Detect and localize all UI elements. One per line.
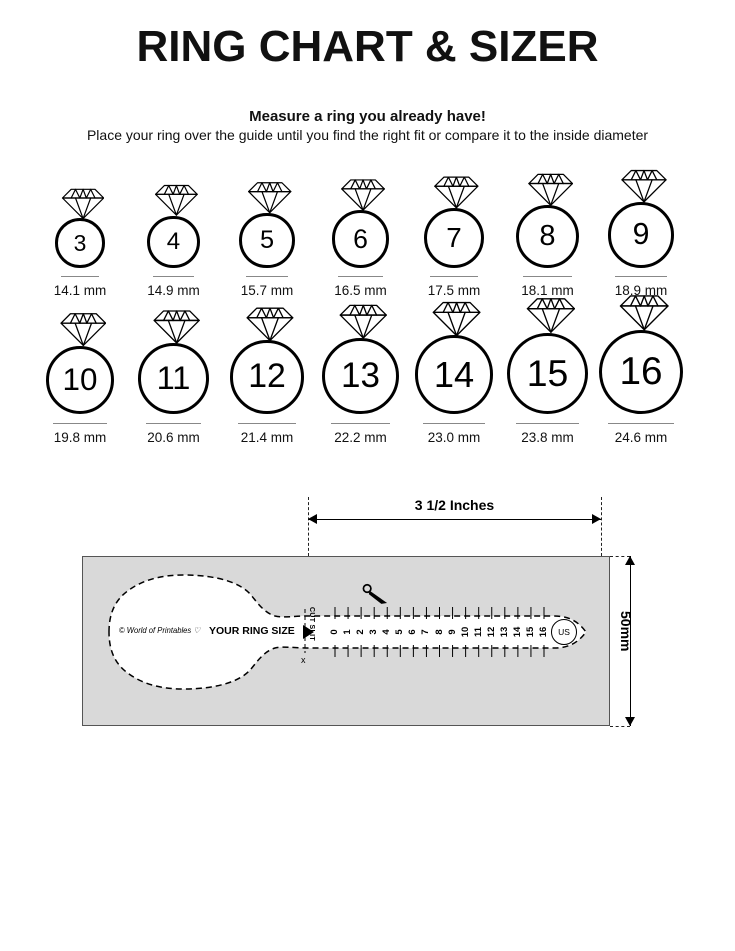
svg-text:US: US: [558, 627, 570, 637]
